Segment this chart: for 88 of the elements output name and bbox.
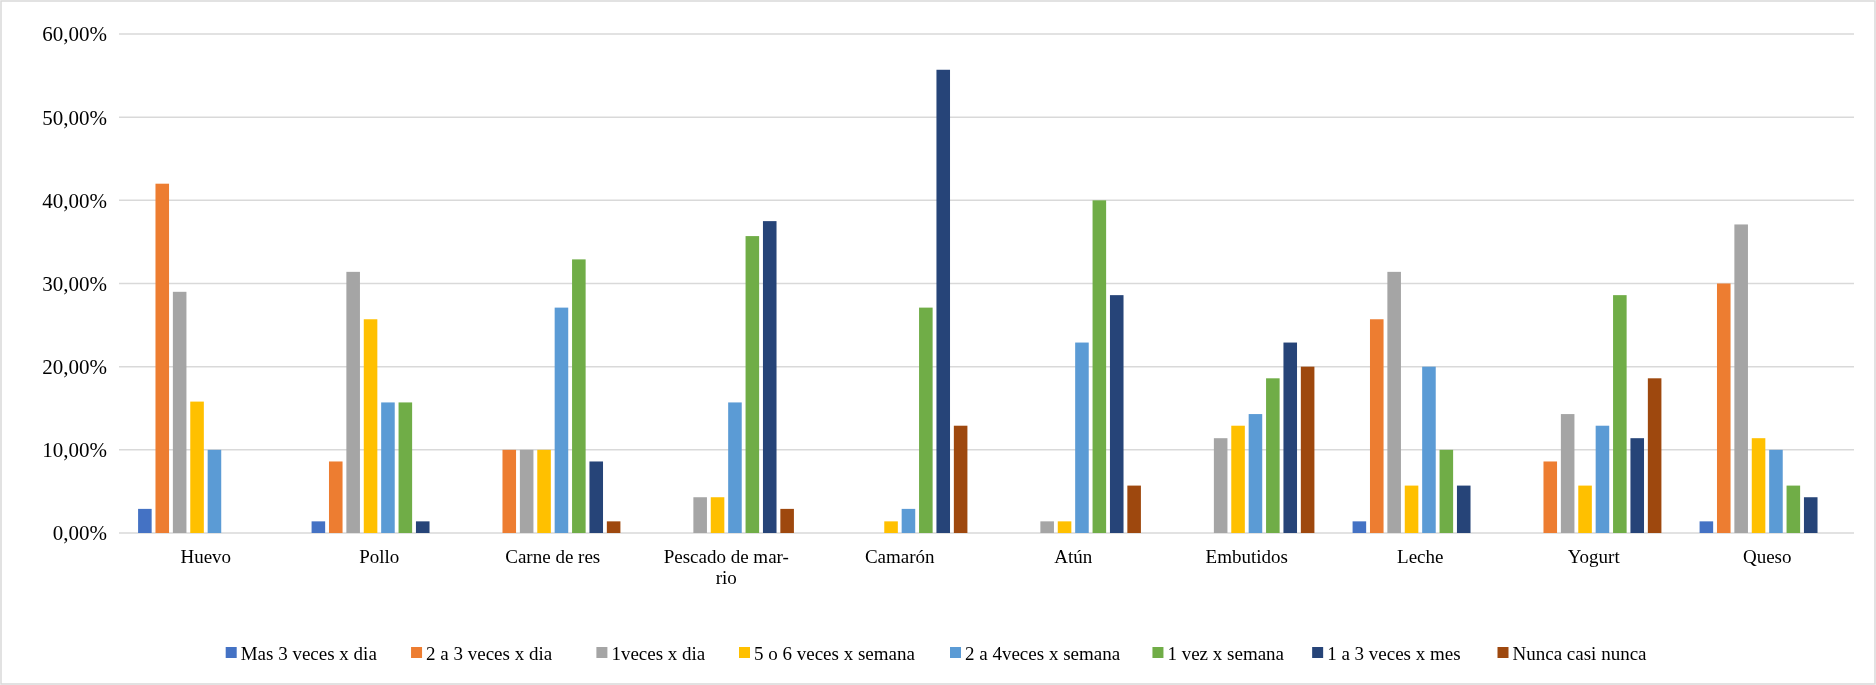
bar <box>1716 283 1731 533</box>
bar <box>693 497 707 533</box>
legend-label: 2 a 3 veces x dia <box>426 642 553 664</box>
y-tick-label: 30,00% <box>42 271 107 296</box>
bar <box>1369 319 1384 533</box>
bar <box>1352 521 1367 533</box>
x-tick-label: Pollo <box>359 546 400 567</box>
x-tick-label: Pescado de mar-rio <box>663 546 789 588</box>
bar <box>1560 414 1575 533</box>
bar <box>1127 485 1141 533</box>
y-tick-label: 0,00% <box>52 521 107 546</box>
x-tick-label: Carne de res <box>505 546 601 567</box>
bar <box>328 461 343 533</box>
bar <box>1595 425 1610 533</box>
bar <box>537 449 551 533</box>
bar <box>1769 449 1783 533</box>
bar <box>172 291 187 533</box>
bar <box>1075 342 1089 533</box>
bar <box>190 401 204 533</box>
bar <box>901 508 916 533</box>
bar <box>1439 449 1454 533</box>
bar <box>1647 378 1662 533</box>
x-tick-label: Embutidos <box>1205 546 1288 567</box>
bar <box>381 402 395 533</box>
x-tick-label: Camarón <box>864 546 936 567</box>
bar <box>1422 366 1436 533</box>
y-tick-label: 50,00% <box>42 105 107 130</box>
bar <box>1803 497 1818 533</box>
bar <box>1613 295 1627 533</box>
bar <box>919 307 933 533</box>
bar <box>346 271 360 533</box>
bar <box>1751 438 1766 533</box>
x-tick-label: Yogurt <box>1567 546 1621 567</box>
bar <box>415 521 430 533</box>
bar <box>1283 342 1298 533</box>
bar <box>710 497 725 533</box>
bar <box>936 69 951 533</box>
bar <box>554 307 569 533</box>
bar <box>728 402 742 533</box>
bar <box>1300 366 1315 533</box>
bar <box>589 461 604 533</box>
bar <box>138 508 152 533</box>
bar <box>1630 438 1645 533</box>
bar <box>1213 438 1228 533</box>
bar <box>953 425 968 533</box>
x-tick-label: Atún <box>1054 546 1093 567</box>
legend-label: 1veces x dia <box>611 642 706 664</box>
bar <box>1786 485 1801 533</box>
legend-label: 1 a 3 veces x mes <box>1327 642 1461 664</box>
bar <box>519 449 534 533</box>
x-tick-label: Leche <box>1397 546 1444 567</box>
bar <box>884 521 898 533</box>
bar <box>1404 485 1419 533</box>
bar <box>572 259 586 533</box>
bar <box>1040 521 1054 533</box>
bar <box>207 449 222 533</box>
bar <box>745 236 760 533</box>
bar <box>155 183 170 533</box>
legend-label: 1 vez x semana <box>1167 642 1285 664</box>
bar <box>780 508 794 533</box>
y-tick-label: 40,00% <box>42 188 107 213</box>
y-tick-label: 10,00% <box>42 438 107 463</box>
bar <box>1699 521 1714 533</box>
bar <box>1456 485 1471 533</box>
x-tick-label: Queso <box>1742 546 1792 567</box>
bar <box>1109 295 1124 533</box>
legend-label: Nunca casi nunca <box>1512 642 1648 664</box>
y-tick-label: 60,00% <box>42 22 107 47</box>
bar <box>1543 461 1558 533</box>
bar <box>1092 200 1107 533</box>
y-tick-label: 20,00% <box>42 355 107 380</box>
bar <box>1578 485 1592 533</box>
bar <box>1387 271 1401 533</box>
x-tick-label: Huevo <box>180 546 232 567</box>
bar <box>398 402 413 533</box>
legend-label: 2 a 4veces x semana <box>965 642 1121 664</box>
bar <box>311 521 326 533</box>
bar <box>1231 425 1245 533</box>
bar <box>1734 224 1748 533</box>
bar <box>502 449 517 533</box>
bar <box>762 221 777 533</box>
bar <box>363 319 378 533</box>
bar <box>1248 414 1263 533</box>
bar <box>1057 521 1072 533</box>
legend-label: Mas 3 veces x dia <box>240 642 378 664</box>
bar <box>1266 378 1280 533</box>
legend-label: 5 o 6 veces x semana <box>754 642 916 664</box>
bar <box>606 521 621 533</box>
